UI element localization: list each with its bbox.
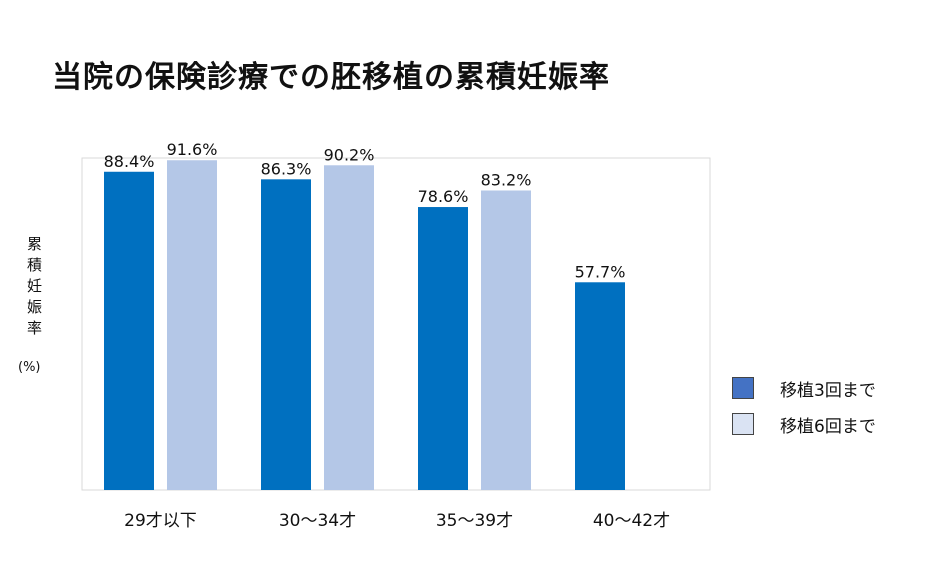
bar-2-1 [167, 160, 217, 491]
y-axis-label: 累積妊娠率 [25, 236, 43, 341]
x-tick-label-4: 40～42才 [593, 511, 670, 531]
bar-2-3 [481, 190, 531, 491]
x-tick-label-3: 35～39才 [436, 511, 513, 531]
legend: 移植3回まで 移植6回まで [732, 374, 876, 446]
data-label-1-1: 88.4% [104, 152, 155, 171]
bar-2-2 [324, 165, 374, 490]
legend-swatch-series1 [732, 377, 754, 399]
bar-1-2 [261, 179, 311, 490]
legend-item-series1: 移植3回まで [732, 374, 876, 402]
data-label-1-4: 57.7% [575, 262, 626, 281]
bar-1-3 [418, 207, 468, 491]
data-label-2-2: 90.2% [324, 145, 375, 164]
legend-label-series2: 移植6回まで [780, 416, 876, 437]
chart-title: 当院の保険診療での胚移植の累積妊娠率 [52, 60, 610, 95]
data-label-2-1: 91.6% [167, 140, 218, 159]
y-axis-unit: (%) [18, 360, 41, 375]
data-label-1-2: 86.3% [261, 159, 312, 178]
x-tick-label-2: 30～34才 [279, 511, 356, 531]
legend-label-series1: 移植3回まで [780, 380, 876, 401]
plot-area [81, 157, 711, 491]
x-tick-label-1: 29才以下 [124, 511, 197, 531]
data-label-1-3: 78.6% [418, 187, 469, 206]
bar-1-1 [104, 171, 154, 490]
bar-1-4 [575, 282, 625, 490]
data-label-2-3: 83.2% [481, 170, 532, 189]
legend-item-series2: 移植6回まで [732, 410, 876, 438]
legend-swatch-series2 [732, 413, 754, 435]
